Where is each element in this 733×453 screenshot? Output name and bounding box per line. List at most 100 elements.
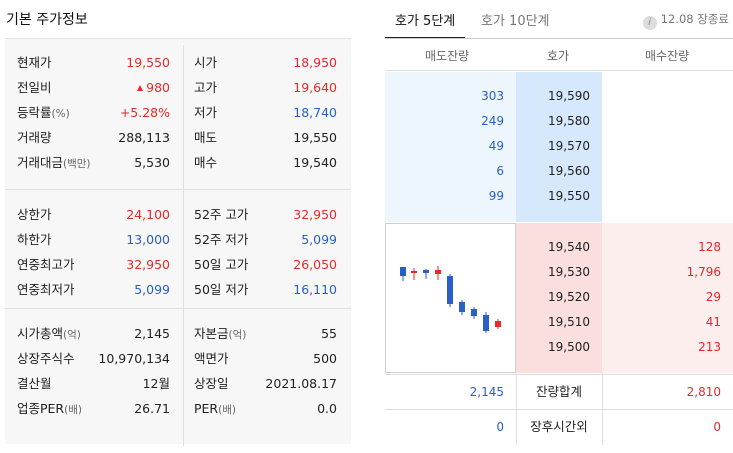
info-label: 매도 [194,130,218,145]
info-value: 2021.08.17 [265,376,337,391]
info-value: 12월 [142,376,170,391]
ask-qty: 249 [481,114,504,128]
bid-row[interactable]: 19,500 213 [385,335,733,360]
up-arrow-icon [137,85,144,91]
tab-10-levels[interactable]: 호가 10단계 [481,14,550,29]
ask-qty: 303 [481,89,504,103]
info-label: PER(배) [194,401,236,416]
price-header: 호가 [547,49,570,63]
ask-row[interactable]: 6 19,560 [385,159,733,184]
tab-5-levels[interactable]: 호가 5단계 [395,14,456,29]
info-label: 하한가 [17,232,52,247]
after-hours-row-bid: 0 [713,420,721,434]
info-section-3: 시가총액(억) 2,145 자본금(억) 55 상장주식수 10,970,134 액면가 50… [5,308,351,446]
after-hours-row: 0 장후시간외 0 [385,409,733,443]
info-row: 거래대금(백만) 5,530 매수 19,540 [5,150,351,175]
candle-chart-svg [400,266,501,333]
ask-price: 19,570 [548,139,590,153]
after-hours-row-ask: 0 [496,420,504,434]
ask-row[interactable]: 249 19,580 [385,109,733,134]
info-value: 32,950 [293,207,337,222]
info-value: 5,099 [134,282,170,297]
info-label: 매수 [194,155,218,170]
info-label: 상장주식수 [17,351,75,366]
bid-qty: 29 [705,290,721,304]
info-label: 연중최저가 [17,282,75,297]
ask-qty: 99 [488,189,504,203]
candle-4 [435,266,441,280]
info-value: 980 [137,75,170,100]
ask-row[interactable]: 49 19,570 [385,134,733,159]
info-row: 시가총액(억) 2,145 자본금(억) 55 [5,321,351,346]
info-row: 상한가 24,100 52주 고가 32,950 [5,202,351,227]
total-row-ask: 2,145 [469,385,504,399]
column-divider [183,190,184,309]
bid-price: 19,500 [548,340,590,354]
after-hours-row-label: 장후시간외 [530,419,588,434]
bid-price: 19,520 [548,290,590,304]
info-label: 50일 저가 [194,282,249,297]
info-label: 거래량 [17,130,52,145]
info-value: 16,110 [293,282,337,297]
candle-5 [447,274,453,307]
total-row: 2,145 잔량합계 2,810 [385,374,733,408]
bid-row[interactable]: 19,530 1,796 [385,260,733,285]
info-value: 19,540 [293,155,337,170]
bid-row[interactable]: 19,540 128 [385,235,733,260]
bid-row[interactable]: 19,520 29 [385,285,733,310]
info-value: 55 [321,326,337,341]
info-row: 상장주식수 10,970,134 액면가 500 [5,346,351,371]
info-label: 52주 고가 [194,207,249,222]
info-row: 연중최고가 32,950 50일 고가 26,050 [5,252,351,277]
info-value: 18,740 [293,105,337,120]
info-label: 현재가 [17,55,52,70]
stock-info-panel: 현재가 19,550 시가 18,950 전일비 980 고가 19,640 등락률(%) +5.… [5,38,351,446]
info-value: 288,113 [118,130,170,145]
info-section-1: 현재가 19,550 시가 18,950 전일비 980 고가 19,640 등락률(%) +5.… [5,45,351,189]
candle-9 [495,319,501,329]
bid-price: 19,540 [548,240,590,254]
info-label: 결산월 [17,376,52,391]
bid-qty: 41 [705,315,721,329]
orderbook-header: 매도잔량 호가 매수잔량 [385,39,733,71]
bid-qty: 213 [698,340,721,354]
market-status: i 12.08 장종료 [642,11,729,30]
info-row: 거래량 288,113 매도 19,550 [5,125,351,150]
info-label: 시가총액(억) [17,326,81,341]
info-row: 현재가 19,550 시가 18,950 [5,50,351,75]
info-label: 연중최고가 [17,257,75,272]
candle-1 [400,267,406,281]
ask-qty: 6 [496,164,504,178]
info-value: 19,550 [293,130,337,145]
info-icon[interactable]: i [642,16,657,30]
info-label: 업종PER(배) [17,401,82,416]
info-label: 거래대금(백만) [17,155,91,170]
candle-2 [411,268,417,280]
total-row-label: 잔량합계 [535,384,582,399]
info-value: 19,550 [126,55,170,70]
info-label: 50일 고가 [194,257,249,272]
info-section-2: 상한가 24,100 52주 고가 32,950 하한가 13,000 52주 저가 5,09… [5,189,351,309]
bid-price: 19,530 [548,265,590,279]
ask-qty: 49 [488,139,504,153]
ask-price: 19,590 [548,89,590,103]
info-row: 결산월 12월 상장일 2021.08.17 [5,371,351,396]
info-value: 5,530 [134,155,170,170]
ask-row[interactable]: 303 19,590 [385,84,733,109]
info-label: 액면가 [194,351,229,366]
info-value: +5.28% [119,105,170,120]
info-value: 32,950 [126,257,170,272]
info-value: 500 [313,351,337,366]
bid-row[interactable]: 19,510 41 [385,310,733,335]
candle-6 [459,300,465,315]
candle-3 [423,269,429,279]
info-row: 전일비 980 고가 19,640 [5,75,351,100]
bid-qty: 1,796 [686,265,721,279]
candle-8 [483,312,489,333]
info-label: 상장일 [194,376,229,391]
page-title: 기본 주가정보 [6,12,88,28]
ask-price: 19,560 [548,164,590,178]
market-status-text: 12.08 장종료 [660,12,729,26]
ask-row[interactable]: 99 19,550 [385,184,733,209]
column-divider [183,45,184,189]
